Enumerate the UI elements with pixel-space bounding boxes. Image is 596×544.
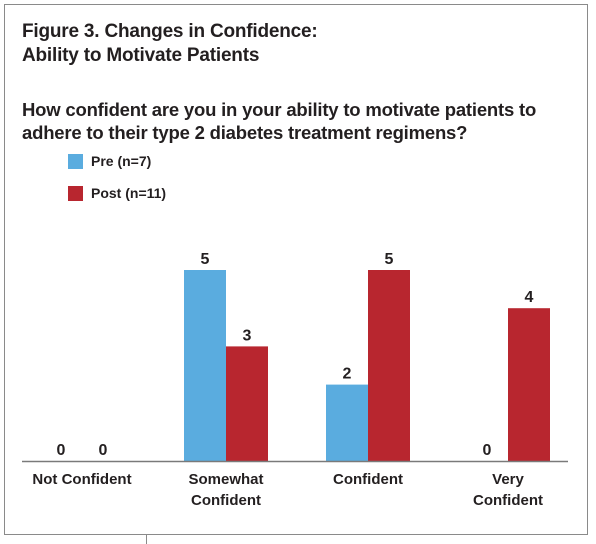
figure-title-line-2: Ability to Motivate Patients: [22, 45, 260, 66]
legend-swatch-post: [68, 186, 83, 201]
data-label-post-2: 3: [243, 327, 252, 344]
frame-connector: [146, 535, 147, 544]
legend-label-post: Post (n=11): [91, 185, 167, 201]
bar-pre-3: [326, 384, 368, 461]
data-label-pre-1: 0: [57, 442, 66, 459]
category-label-2: Somewhat Confident: [188, 471, 263, 509]
survey-question: How confident are you in your ability to…: [22, 99, 537, 143]
data-label-pre-2: 5: [201, 251, 210, 268]
data-label-pre-4: 0: [483, 442, 492, 459]
category-label-3: Confident: [333, 471, 403, 488]
category-label-4: Very Confident: [473, 471, 543, 509]
category-label-1: Not Confident: [32, 471, 131, 488]
category-label-line: Confident: [473, 492, 543, 509]
category-label-line: Very: [492, 471, 524, 488]
figure-frame: [4, 4, 588, 535]
data-label-post-1: 0: [99, 442, 108, 459]
bar-post-2: [226, 346, 268, 461]
legend-label-pre: Pre (n=7): [91, 153, 152, 169]
category-label-line: Somewhat: [188, 471, 263, 488]
legend-swatch-pre: [68, 154, 83, 169]
data-label-post-4: 4: [525, 289, 534, 306]
category-label-line: Confident: [191, 492, 261, 509]
data-label-pre-3: 2: [343, 366, 352, 383]
category-label-line: Not Confident: [32, 471, 131, 488]
bar-pre-2: [184, 270, 226, 461]
data-label-post-3: 5: [385, 251, 394, 268]
figure-title-line-1: Figure 3. Changes in Confidence:: [22, 21, 318, 42]
category-label-line: Confident: [333, 471, 403, 488]
bar-post-4: [508, 308, 550, 461]
figure-title: Figure 3. Changes in Confidence: Ability…: [22, 20, 318, 68]
bar-post-3: [368, 270, 410, 461]
